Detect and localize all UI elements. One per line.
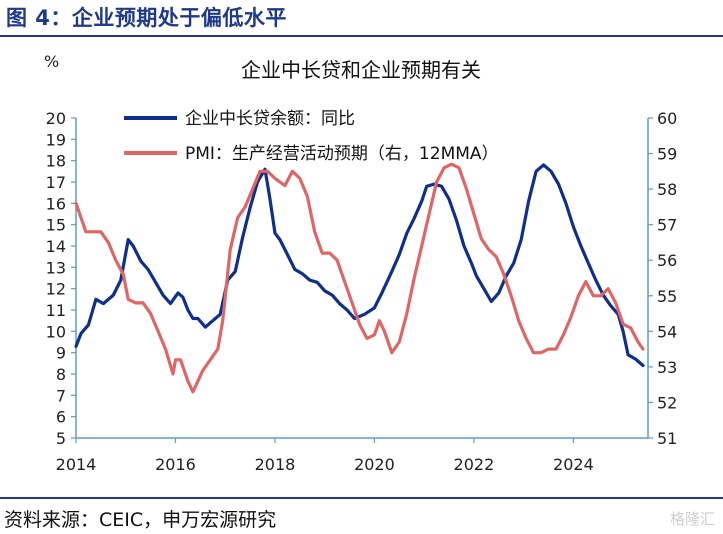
y-left-tick-label: 9 <box>56 344 66 363</box>
y-unit-label: % <box>44 52 59 71</box>
x-tick-label: 2020 <box>354 455 395 474</box>
y-left-tick-label: 11 <box>46 301 66 320</box>
series-line-pmi-expectation <box>74 162 645 394</box>
y-right-tick-label: 57 <box>657 216 677 235</box>
figure-title: 图 4：企业预期处于偏低水平 <box>6 6 287 30</box>
y-right-tick-label: 51 <box>657 429 677 448</box>
y-right-tick-label: 52 <box>657 393 677 412</box>
x-tick-label: 2024 <box>553 455 594 474</box>
series-group <box>74 162 645 394</box>
series-line-loan-growth <box>74 163 645 368</box>
y-left-tick-label: 8 <box>56 365 66 384</box>
y-left-tick-label: 12 <box>46 280 66 299</box>
x-tick-label: 2016 <box>155 455 196 474</box>
x-tick-label: 2014 <box>56 455 97 474</box>
y-right-tick-label: 56 <box>657 251 677 270</box>
legend-label-pmi: PMI：生产经营活动预期（右，12MMA） <box>185 144 499 164</box>
y-right-tick-label: 55 <box>657 287 677 306</box>
top-rule <box>0 35 723 37</box>
y-right-tick-label: 53 <box>657 358 677 377</box>
y-left-tick-label: 18 <box>46 152 66 171</box>
y-left-tick-label: 13 <box>46 258 66 277</box>
y-right-tick-label: 58 <box>657 180 677 199</box>
y-left-tick-label: 20 <box>46 109 66 128</box>
y-left-tick-label: 15 <box>46 216 66 235</box>
legend: 企业中长贷余额：同比 PMI：生产经营活动预期（右，12MMA） <box>124 109 499 164</box>
bottom-rule <box>0 497 723 499</box>
legend-label-loan: 企业中长贷余额：同比 <box>185 109 355 129</box>
source-note: 资料来源：CEIC，申万宏源研究 <box>4 509 277 531</box>
y-left-tick-label: 17 <box>46 173 66 192</box>
y-left-tick-label: 14 <box>46 237 66 256</box>
chart-svg: 企业中长贷和企业预期有关 % 5678910111213141516171819… <box>44 52 678 474</box>
y-left-tick-label: 19 <box>46 130 66 149</box>
y-left-tick-label: 10 <box>46 322 66 341</box>
y-right-tick-label: 59 <box>657 145 677 164</box>
axes-group: 5678910111213141516171819205152535455565… <box>46 109 678 474</box>
y-left-tick-label: 5 <box>56 429 66 448</box>
y-right-tick-label: 60 <box>657 109 677 128</box>
chart-title: 企业中长贷和企业预期有关 <box>241 58 481 82</box>
x-tick-label: 2018 <box>255 455 296 474</box>
y-right-tick-label: 54 <box>657 322 677 341</box>
x-tick-label: 2022 <box>454 455 495 474</box>
watermark-text: 格隆汇 <box>669 510 715 528</box>
y-left-tick-label: 7 <box>56 386 66 405</box>
y-left-tick-label: 16 <box>46 194 66 213</box>
y-left-tick-label: 6 <box>56 408 66 427</box>
